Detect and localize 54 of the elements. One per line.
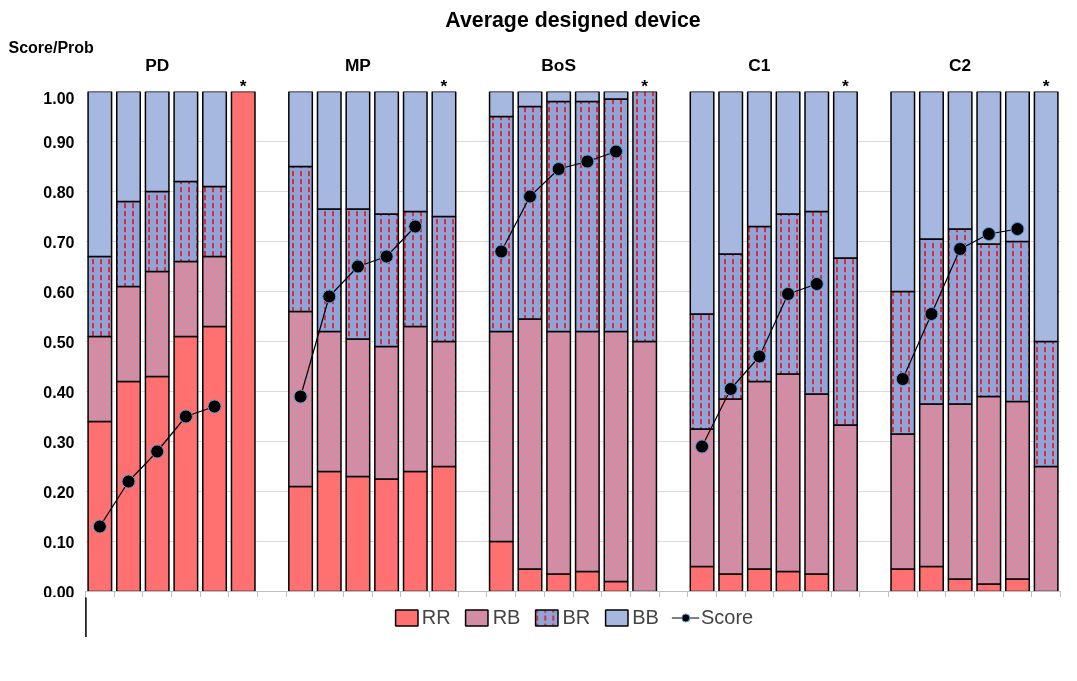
point <box>781 287 796 301</box>
legend-label: RB <box>492 605 521 629</box>
point <box>150 444 165 459</box>
y-tick-label: 0.90 <box>43 133 75 151</box>
annotation: * <box>440 75 448 96</box>
point <box>809 277 824 291</box>
point <box>1010 222 1025 236</box>
point <box>322 289 337 304</box>
legend-label: BB <box>632 605 659 629</box>
text: BoS <box>541 55 577 76</box>
point <box>408 219 423 234</box>
point <box>494 244 509 259</box>
y-tick-label: 0.40 <box>43 383 75 401</box>
annotation: * <box>239 75 247 96</box>
y-tick-label: 0.30 <box>43 433 75 451</box>
point <box>551 162 566 176</box>
y-tick-label: 0.20 <box>43 483 75 501</box>
point <box>522 189 537 204</box>
point <box>953 242 968 256</box>
point <box>609 144 624 159</box>
point <box>293 389 308 404</box>
bar <box>230 91 256 592</box>
point <box>981 227 996 241</box>
text: MP <box>344 55 371 76</box>
y-tick-label: 0.70 <box>43 233 75 251</box>
point <box>207 399 222 414</box>
annotation: * <box>641 75 649 96</box>
point <box>92 519 107 534</box>
legend-label: BR <box>562 605 591 629</box>
y-tick-label: 0.50 <box>43 333 75 351</box>
point <box>121 474 136 489</box>
y-tick-label: 0.80 <box>43 183 75 201</box>
text: C1 <box>748 55 771 76</box>
y-tick-label: 1.00 <box>43 89 75 107</box>
text: PD <box>145 55 170 76</box>
point <box>895 372 910 386</box>
point <box>178 409 193 424</box>
annotation: * <box>1042 75 1050 96</box>
point <box>752 349 767 364</box>
annotation: * <box>842 75 850 96</box>
legend-label: Score <box>700 605 754 629</box>
text: C2 <box>949 55 972 76</box>
legend-label: RR <box>421 605 451 629</box>
point <box>723 382 738 396</box>
point <box>924 307 939 321</box>
y-tick-label: 0.00 <box>43 583 75 601</box>
y-tick-label: 0.60 <box>43 283 75 301</box>
y-axis-title: Score/Prob <box>8 38 95 56</box>
point <box>379 249 394 264</box>
point <box>580 154 595 169</box>
chart-title: Average designed device <box>445 7 701 32</box>
point <box>350 259 365 274</box>
point <box>695 439 710 454</box>
y-tick-label: 0.10 <box>43 533 75 551</box>
